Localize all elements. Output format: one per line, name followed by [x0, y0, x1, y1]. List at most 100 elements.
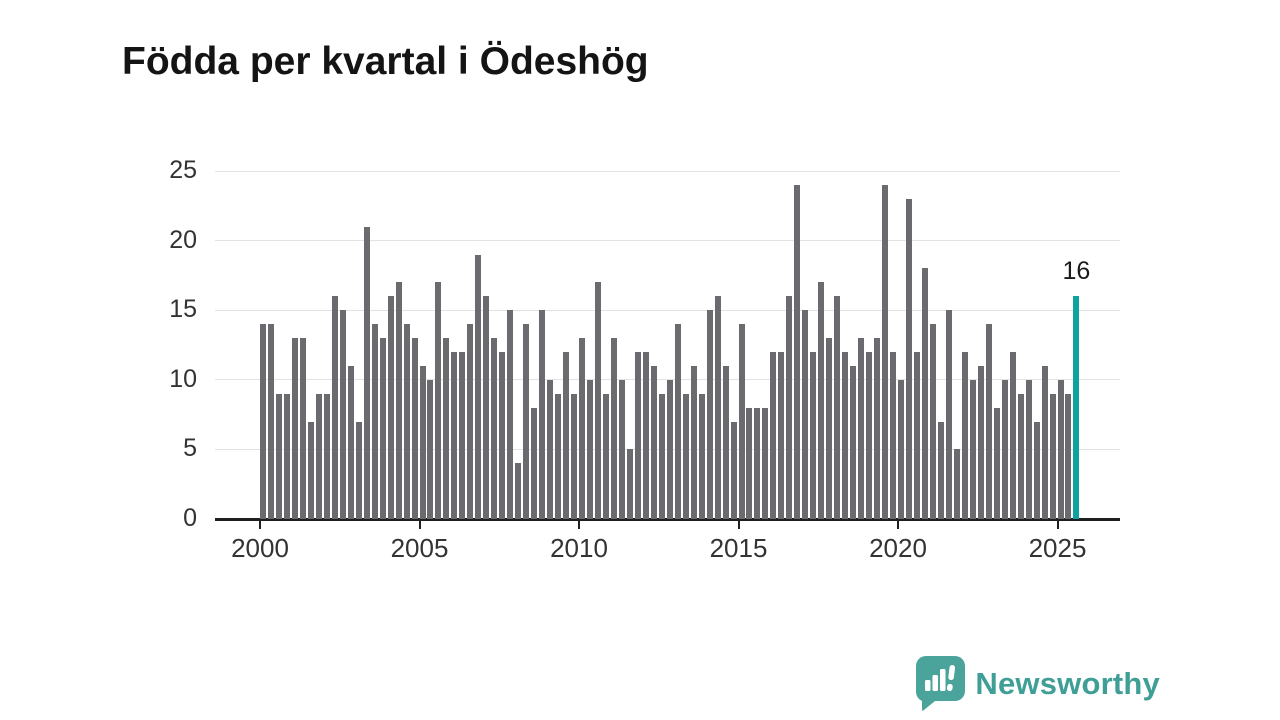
bar: [634, 351, 641, 519]
bar: [427, 379, 434, 519]
bar: [451, 351, 458, 519]
gridline: [215, 309, 1120, 311]
y-axis-tick-label: 20: [169, 225, 197, 254]
bar: [682, 393, 689, 519]
bar: [1057, 379, 1064, 519]
x-axis-tick: [737, 520, 740, 529]
bar: [475, 254, 482, 519]
bar: [730, 421, 737, 519]
bar: [985, 324, 992, 519]
bar: [363, 226, 370, 519]
bar: [969, 379, 976, 519]
bar: [435, 282, 442, 519]
newsworthy-logo-text: Newsworthy: [975, 666, 1160, 701]
bar: [945, 310, 952, 519]
bar: [810, 351, 817, 519]
bar: [331, 296, 338, 519]
bar: [539, 310, 546, 519]
bar: [347, 365, 354, 519]
bar: [690, 365, 697, 519]
bar: [594, 282, 601, 519]
bar: [323, 393, 330, 519]
bar: [371, 324, 378, 519]
bar: [714, 296, 721, 519]
bar: [395, 282, 402, 519]
bar: [315, 393, 322, 519]
bar: [275, 393, 282, 519]
bar: [762, 407, 769, 519]
bar: [1009, 351, 1016, 519]
bar: [674, 324, 681, 519]
bar: [547, 379, 554, 519]
bar: [602, 393, 609, 519]
bar: [921, 268, 928, 519]
bar: [746, 407, 753, 519]
bar: [626, 449, 633, 519]
bar: [1065, 393, 1072, 519]
bar: [307, 421, 314, 519]
gridline: [215, 170, 1120, 172]
bar: [523, 324, 530, 519]
bar: [698, 393, 705, 519]
bar: [411, 338, 418, 519]
y-axis-tick-label: 0: [183, 504, 197, 532]
bar: [937, 421, 944, 519]
bar: [905, 198, 912, 519]
bar: [1041, 365, 1048, 519]
bar: [555, 393, 562, 519]
bar: [706, 310, 713, 519]
x-axis-tick-label: 2000: [231, 533, 289, 563]
bar: [882, 184, 889, 519]
bar: [1025, 379, 1032, 519]
bar: [291, 338, 298, 519]
y-axis-tick-label: 15: [169, 295, 197, 324]
bar: [499, 351, 506, 519]
x-axis-tick: [259, 520, 261, 529]
bar: [866, 351, 873, 519]
bar: [387, 296, 394, 519]
bar: [379, 338, 386, 519]
bar: [850, 365, 857, 519]
bar: [802, 310, 809, 519]
last-value-label: 16: [1062, 257, 1091, 286]
bar: [1017, 393, 1024, 519]
bar: [818, 282, 825, 519]
bar: [666, 379, 673, 519]
bar: [515, 463, 522, 519]
bar: [650, 365, 657, 519]
x-axis-tick-label: 2015: [709, 533, 768, 563]
bar: [531, 407, 538, 519]
bar: [339, 310, 346, 519]
x-axis-tick-label: 2025: [1028, 533, 1087, 563]
bar: [977, 365, 984, 519]
bar: [355, 421, 362, 519]
x-axis-tick: [578, 520, 580, 529]
bar: [913, 351, 920, 519]
bar: [898, 379, 904, 519]
bar: [443, 338, 450, 519]
bar: [778, 351, 785, 519]
bar: [283, 393, 290, 519]
bar: [874, 338, 881, 519]
newsworthy-logo-icon: [916, 656, 966, 712]
bar: [754, 407, 761, 519]
bar: [579, 338, 585, 519]
highlighted-bar: [1073, 296, 1080, 519]
x-axis-tick-label: 2010: [550, 533, 608, 563]
bar: [610, 338, 617, 519]
x-axis-tick-label: 2005: [390, 533, 449, 563]
bar: [961, 351, 968, 519]
x-axis-tick: [418, 520, 421, 529]
bar: [738, 324, 745, 519]
bar: [642, 351, 649, 519]
bar: [459, 351, 466, 519]
newsworthy-brand: Newsworthy: [916, 656, 1160, 712]
page-title: Födda per kvartal i Ödeshög: [122, 40, 649, 84]
bar: [929, 324, 936, 519]
bar: [403, 324, 410, 519]
bar: [491, 338, 498, 519]
x-axis-tick: [1056, 520, 1059, 529]
bar: [658, 393, 665, 519]
bar: [786, 296, 793, 519]
